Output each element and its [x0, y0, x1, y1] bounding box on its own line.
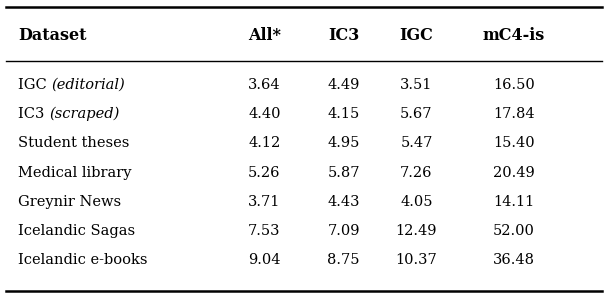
Text: mC4-is: mC4-is	[483, 27, 545, 44]
Text: 36.48: 36.48	[492, 253, 535, 267]
Text: 8.75: 8.75	[327, 253, 360, 267]
Text: IGC: IGC	[18, 78, 52, 92]
Text: 4.95: 4.95	[327, 136, 360, 150]
Text: All*: All*	[248, 27, 281, 44]
Text: 9.04: 9.04	[248, 253, 281, 267]
Text: IC3: IC3	[18, 107, 49, 121]
Text: 3.71: 3.71	[248, 195, 281, 209]
Text: 4.40: 4.40	[248, 107, 281, 121]
Text: Student theses: Student theses	[18, 136, 130, 150]
Text: Dataset: Dataset	[18, 27, 87, 44]
Text: 5.87: 5.87	[327, 166, 360, 179]
Text: 4.12: 4.12	[248, 136, 281, 150]
Text: 4.43: 4.43	[327, 195, 360, 209]
Text: 3.64: 3.64	[248, 78, 281, 92]
Text: 3.51: 3.51	[400, 78, 433, 92]
Text: Greynir News: Greynir News	[18, 195, 122, 209]
Text: Icelandic e-books: Icelandic e-books	[18, 253, 148, 267]
Text: 12.49: 12.49	[396, 224, 437, 238]
Text: 7.26: 7.26	[400, 166, 433, 179]
Text: Icelandic Sagas: Icelandic Sagas	[18, 224, 136, 238]
Text: (scraped): (scraped)	[49, 107, 120, 121]
Text: IC3: IC3	[328, 27, 359, 44]
Text: 4.05: 4.05	[400, 195, 433, 209]
Text: 16.50: 16.50	[493, 78, 534, 92]
Text: 4.15: 4.15	[327, 107, 360, 121]
Text: Medical library: Medical library	[18, 166, 132, 179]
Text: IGC: IGC	[399, 27, 434, 44]
Text: 15.40: 15.40	[493, 136, 534, 150]
Text: (editorial): (editorial)	[52, 78, 125, 92]
Text: 20.49: 20.49	[493, 166, 534, 179]
Text: 14.11: 14.11	[493, 195, 534, 209]
Text: 7.53: 7.53	[248, 224, 281, 238]
Text: 52.00: 52.00	[493, 224, 534, 238]
Text: 17.84: 17.84	[493, 107, 534, 121]
Text: 5.47: 5.47	[400, 136, 433, 150]
Text: 10.37: 10.37	[396, 253, 437, 267]
Text: 4.49: 4.49	[327, 78, 360, 92]
Text: 5.67: 5.67	[400, 107, 433, 121]
Text: 7.09: 7.09	[327, 224, 360, 238]
Text: 5.26: 5.26	[248, 166, 281, 179]
